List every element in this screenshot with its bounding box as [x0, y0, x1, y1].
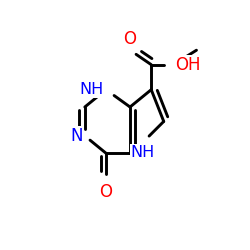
Text: N: N	[70, 127, 83, 145]
Text: NH: NH	[130, 144, 155, 160]
Text: O: O	[100, 183, 112, 201]
Text: OH: OH	[175, 56, 201, 74]
Text: NH: NH	[80, 82, 104, 97]
Text: O: O	[124, 30, 136, 48]
